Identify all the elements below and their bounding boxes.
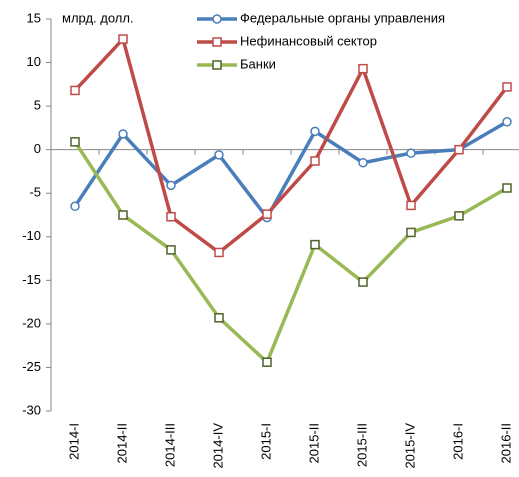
series-line: [73, 120, 508, 220]
marker: [406, 148, 416, 158]
legend-label: Нефинансовый сектор: [240, 33, 377, 48]
marker: [70, 201, 80, 212]
series-line: [73, 140, 508, 364]
y-tick-label: 0: [34, 141, 41, 156]
marker: [118, 129, 128, 139]
y-tick-label: 10: [27, 54, 41, 69]
marker: [358, 63, 368, 74]
y-tick-label: 5: [34, 98, 41, 113]
marker: [214, 150, 224, 160]
marker: [502, 82, 512, 92]
marker: [118, 210, 128, 220]
marker: [502, 117, 512, 127]
legend-label: Федеральные органы управления: [240, 10, 445, 25]
marker: [166, 211, 176, 222]
marker: [358, 277, 368, 287]
marker: [70, 85, 80, 96]
marker: [406, 227, 416, 238]
x-tick-label: 2014-III: [162, 423, 177, 467]
x-tick-label: 2014-II: [114, 423, 129, 463]
marker: [310, 156, 320, 166]
marker: [502, 183, 512, 193]
marker: [166, 245, 176, 255]
y-tick-label: -25: [22, 359, 41, 374]
marker: [406, 200, 416, 211]
x-tick-label: 2016-I: [450, 423, 465, 460]
y-tick-label: -10: [22, 228, 41, 243]
marker: [454, 211, 464, 221]
y-tick-label: -5: [29, 185, 41, 200]
marker: [310, 126, 320, 137]
marker: [214, 247, 224, 258]
y-tick-label: -15: [22, 272, 41, 287]
x-tick-label: 2015-I: [258, 423, 273, 460]
marker: [262, 209, 272, 219]
y-tick-label: 15: [27, 10, 41, 25]
x-tick-label: 2015-II: [306, 423, 321, 463]
x-tick-label: 2015-IV: [402, 423, 417, 469]
marker: [212, 37, 222, 47]
series-line: [73, 37, 509, 255]
marker: [358, 157, 368, 168]
legend-label: Банки: [240, 56, 276, 71]
x-tick-label: 2014-IV: [210, 423, 225, 469]
y-tick-label: -20: [22, 315, 41, 330]
y-axis-unit: млрд. долл.: [62, 10, 134, 25]
marker: [212, 60, 222, 70]
y-tick-label: -30: [22, 402, 41, 417]
x-tick-label: 2016-II: [498, 423, 513, 463]
marker: [70, 137, 80, 147]
x-tick-label: 2015-III: [354, 423, 369, 467]
marker: [118, 34, 128, 44]
marker: [166, 180, 176, 191]
marker: [454, 144, 464, 155]
marker: [214, 313, 224, 323]
marker: [262, 357, 272, 367]
x-tick-label: 2014-I: [66, 423, 81, 460]
marker: [212, 14, 222, 24]
marker: [310, 239, 320, 250]
